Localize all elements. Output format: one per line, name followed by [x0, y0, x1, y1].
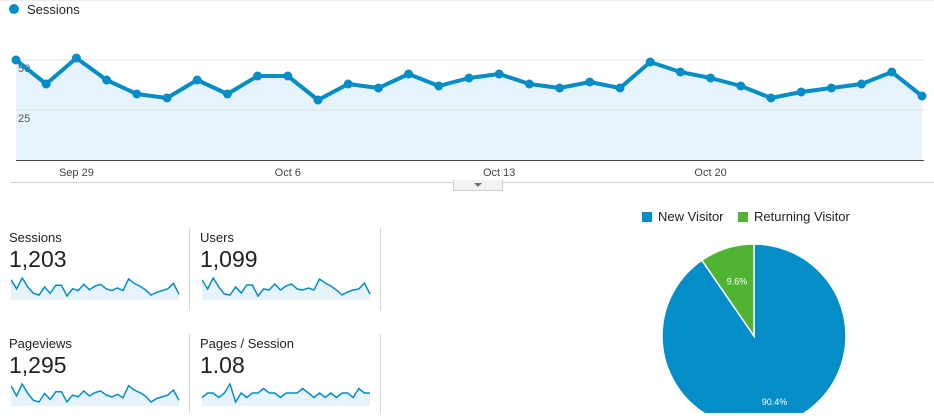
metric-divider — [189, 334, 190, 413]
sparkline-line — [11, 276, 180, 298]
data-point — [464, 73, 474, 83]
data-point — [736, 81, 746, 91]
sparkline-area — [202, 384, 370, 406]
metric-value: 1,099 — [200, 246, 258, 272]
data-point — [192, 75, 202, 85]
data-point — [766, 93, 776, 103]
data-point — [585, 77, 595, 87]
data-point — [253, 71, 263, 81]
sessions-legend-label: Sessions — [27, 1, 80, 17]
sparkline-area — [11, 384, 179, 406]
sparkline-line — [11, 382, 180, 404]
legend-swatch — [738, 211, 748, 222]
metric-sessions[interactable]: Sessions 1,203 — [9, 230, 180, 310]
sparkline-line — [202, 382, 370, 404]
y-tick-label: 25 — [18, 113, 30, 125]
metric-pageviews[interactable]: Pageviews 1,295 — [9, 336, 180, 416]
data-point — [373, 83, 383, 93]
data-point — [162, 93, 172, 103]
pie-legend-returning-visitor[interactable]: Returning Visitor — [738, 209, 850, 224]
pie-slice — [700, 243, 755, 339]
legend-label: New Visitor — [658, 209, 724, 224]
metric-sparkline — [11, 382, 180, 406]
chevron-down-icon — [474, 183, 482, 187]
metric-divider — [380, 334, 381, 413]
sparkline-area — [202, 278, 370, 300]
top-divider — [0, 0, 934, 2]
metric-value: 1,295 — [9, 352, 67, 378]
collapse-chart-handle[interactable] — [453, 180, 503, 191]
legend-swatch — [642, 211, 652, 222]
metric-sparkline — [202, 276, 371, 300]
data-point — [887, 67, 897, 77]
data-point — [796, 87, 806, 97]
data-point — [11, 55, 21, 65]
data-point — [917, 91, 927, 101]
metric-sparkline — [11, 276, 180, 300]
pie-data-label: 9.6% — [727, 277, 748, 287]
data-point — [283, 71, 293, 81]
metric-label: Pages / Session — [200, 336, 294, 351]
data-point — [404, 69, 414, 79]
metric-divider — [189, 228, 190, 310]
metric-value: 1.08 — [200, 352, 245, 378]
metric-sparkline — [202, 382, 370, 406]
legend-label: Returning Visitor — [754, 209, 850, 224]
pie-slice — [661, 243, 847, 413]
data-point — [102, 75, 112, 85]
metric-value: 1,203 — [9, 246, 67, 272]
pie-data-label: 90.4% — [762, 397, 788, 407]
data-point — [675, 67, 685, 77]
metric-label: Users — [200, 230, 234, 245]
data-point — [41, 79, 51, 89]
metric-label: Sessions — [9, 230, 62, 245]
metric-pages-per-session[interactable]: Pages / Session 1.08 — [200, 336, 370, 416]
data-point — [313, 95, 323, 105]
data-point — [615, 83, 625, 93]
metric-divider — [380, 228, 381, 310]
metric-label: Pageviews — [9, 336, 72, 351]
data-point — [826, 83, 836, 93]
x-tick-label: Sep 29 — [59, 167, 94, 179]
data-point — [222, 89, 232, 99]
visitor-pie-chart: 90.4% 9.6% — [661, 243, 847, 413]
x-tick-label: Oct 6 — [275, 167, 301, 179]
pie-legend-new-visitor[interactable]: New Visitor — [642, 209, 724, 224]
sessions-area — [16, 58, 922, 160]
sessions-legend[interactable]: Sessions — [9, 1, 80, 17]
data-point — [857, 79, 867, 89]
data-point — [524, 79, 534, 89]
sessions-legend-dot — [9, 4, 19, 14]
sparkline-area — [11, 278, 179, 300]
data-point — [434, 81, 444, 91]
data-point — [343, 79, 353, 89]
data-point — [71, 53, 81, 63]
x-tick-label: Oct 20 — [694, 167, 726, 179]
data-point — [494, 69, 504, 79]
x-tick-label: Oct 13 — [483, 167, 515, 179]
sparkline-line — [202, 276, 371, 298]
data-point — [132, 89, 142, 99]
data-point — [645, 57, 655, 67]
data-point — [706, 73, 716, 83]
data-point — [555, 83, 565, 93]
metric-users[interactable]: Users 1,099 — [200, 230, 371, 310]
